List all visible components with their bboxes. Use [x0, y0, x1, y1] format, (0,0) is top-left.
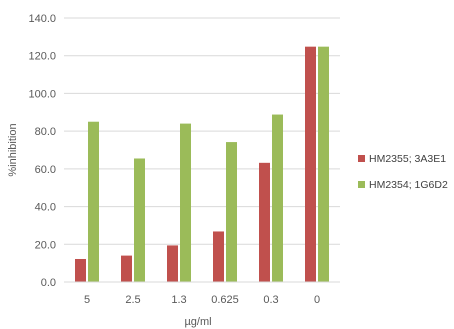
y-tick-label: 140.0 [28, 13, 56, 25]
y-axis-title: %inhibition [7, 123, 19, 176]
bars [75, 46, 329, 282]
bar-series-2 [180, 123, 191, 282]
x-axis-title: µg/ml [184, 316, 211, 328]
x-tick-label: 5 [84, 294, 90, 306]
bar-series-1 [305, 46, 316, 282]
bar-series-2 [272, 114, 283, 282]
x-tick-label: 2.5 [125, 294, 140, 306]
y-tick-label: 120.0 [28, 51, 56, 63]
bar-series-1 [121, 255, 132, 282]
y-tick-label: 20.0 [35, 239, 56, 251]
legend-swatch [358, 155, 365, 162]
legend-label: HM2354; 1G6D2 [369, 179, 448, 191]
x-tick-label: 0 [314, 294, 320, 306]
y-tick-label: 60.0 [35, 164, 56, 176]
legend-swatch [358, 181, 365, 188]
bar-series-2 [88, 121, 99, 282]
bar-series-2 [318, 46, 329, 282]
legend-label: HM2355; 3A3E1 [369, 153, 446, 165]
gridlines [64, 17, 340, 245]
bar-series-1 [259, 162, 270, 282]
legend: HM2355; 3A3E1 HM2354; 1G6D2 [358, 153, 448, 191]
bar-series-1 [213, 231, 224, 282]
y-tick-label: 40.0 [35, 202, 56, 214]
bar-series-1 [75, 258, 86, 282]
x-tick-label: 0.625 [211, 294, 239, 306]
bar-series-2 [226, 142, 237, 282]
x-tick-labels: 5 2.5 1.3 0.625 0.3 0 [84, 294, 320, 306]
bar-series-2 [134, 158, 145, 282]
y-tick-label: 80.0 [35, 126, 56, 138]
y-tick-label: 0.0 [41, 277, 56, 289]
x-tick-label: 0.3 [263, 294, 278, 306]
y-tick-labels: 0.0 20.0 40.0 60.0 80.0 100.0 120.0 140.0 [28, 13, 56, 289]
y-tick-label: 100.0 [28, 88, 56, 100]
x-tick-label: 1.3 [171, 294, 186, 306]
bar-series-1 [167, 245, 178, 282]
